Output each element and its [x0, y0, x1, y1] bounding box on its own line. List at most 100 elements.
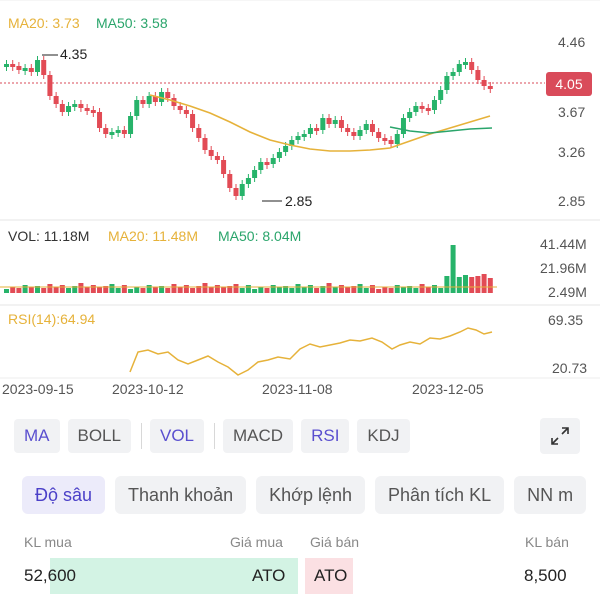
candle: [382, 138, 388, 141]
candle: [165, 92, 171, 98]
volume-bar: [90, 285, 96, 293]
volume-bar: [245, 285, 251, 293]
volume-bar: [202, 283, 208, 293]
rsi-label: RSI(14):64.94: [8, 311, 95, 327]
volume-bar: [10, 287, 16, 293]
volume-bar: [252, 289, 258, 293]
candle: [444, 76, 450, 90]
volume-bar: [146, 285, 152, 293]
candle: [53, 96, 59, 104]
candle: [177, 106, 183, 110]
candle: [357, 130, 363, 136]
indicator-macd-button[interactable]: MACD: [223, 419, 294, 453]
indicator-vol-button[interactable]: VOL: [149, 419, 205, 453]
tab-do-sau[interactable]: Độ sâu: [22, 476, 106, 514]
candle: [351, 132, 357, 136]
candle: [264, 162, 270, 165]
volume-bar: [444, 276, 450, 293]
candle: [481, 80, 487, 86]
candle: [369, 124, 375, 132]
volume-bar: [239, 288, 245, 293]
volume-bar: [369, 285, 375, 293]
volume-bar: [276, 287, 282, 293]
candle: [208, 150, 214, 156]
candle: [332, 120, 338, 124]
candle: [134, 100, 140, 116]
tab-nn[interactable]: NN m: [514, 476, 587, 514]
candle: [97, 112, 103, 128]
candle: [146, 96, 152, 104]
current-price-value: 4.05: [555, 76, 582, 92]
volume-bar: [270, 285, 276, 293]
volume-bar: [16, 288, 22, 293]
volume-bar: [419, 284, 425, 293]
candle: [270, 158, 276, 164]
rsi-axis-tick: 69.35: [548, 312, 583, 328]
candle: [376, 132, 382, 138]
candle: [419, 106, 425, 109]
chart-svg: 4.35 2.85 MA20: 3.73 MA50: 3.58 4.46 3.6…: [0, 0, 600, 397]
volume-bar: [66, 288, 72, 293]
candle: [78, 104, 84, 108]
tab-thanh-khoan[interactable]: Thanh khoản: [115, 476, 247, 514]
current-price-badge: [546, 72, 592, 96]
volume-bar: [481, 274, 487, 293]
rsi-axis-tick: 20.73: [552, 360, 587, 376]
volume-bar: [469, 277, 475, 293]
rsi-line: [129, 327, 493, 376]
candle: [28, 68, 34, 72]
indicator-boll-button[interactable]: BOLL: [67, 419, 131, 453]
volume-bar: [456, 277, 462, 293]
vol-axis-tick: 2.49M: [548, 284, 587, 300]
volume-bar: [431, 285, 437, 293]
candle: [413, 106, 419, 112]
volume-bar: [388, 288, 394, 293]
volume-bar: [208, 287, 214, 293]
kl-mua-value: 52,600: [24, 566, 76, 585]
candle: [394, 134, 400, 144]
volume-bar: [345, 287, 351, 293]
volume-bar: [115, 288, 121, 293]
indicator-kdj-button[interactable]: KDJ: [357, 419, 410, 453]
candle: [320, 118, 326, 130]
candles: [4, 56, 493, 200]
candle: [258, 162, 264, 170]
candle: [196, 128, 202, 138]
high-price-label: 4.35: [60, 46, 87, 62]
price-chart[interactable]: 4.35 2.85 MA20: 3.73 MA50: 3.58 4.46 3.6…: [0, 0, 600, 410]
candle: [10, 64, 16, 67]
buy-volume-bar: [50, 558, 298, 594]
candle: [66, 106, 72, 112]
fullscreen-button[interactable]: [540, 418, 580, 454]
detail-tabs: Độ sâu Thanh khoản Khớp lệnh Phân tích K…: [22, 476, 596, 516]
tab-khop-lenh[interactable]: Khớp lệnh: [256, 476, 366, 514]
volume-bar: [394, 285, 400, 293]
date-label: 2023-10-12: [112, 381, 184, 397]
candle: [301, 134, 307, 137]
volume-bar: [289, 288, 295, 293]
volume-bar: [425, 287, 431, 293]
price-axis-tick: 2.85: [558, 193, 585, 209]
candle: [438, 90, 444, 100]
kl-ban-value: 8,500: [524, 566, 567, 585]
volume-bar: [438, 288, 444, 293]
gia-mua-value[interactable]: ATO: [252, 566, 286, 585]
indicator-ma-button[interactable]: MA: [14, 419, 60, 453]
vol-axis-tick: 41.44M: [540, 236, 587, 252]
volume-bar: [320, 286, 326, 293]
volume-bar: [283, 286, 289, 293]
volume-bar: [376, 289, 382, 293]
candle: [72, 104, 78, 107]
gia-ban-header: Giá bán: [310, 534, 360, 550]
candle: [35, 60, 41, 72]
volume-bar: [227, 286, 233, 293]
ma50-label: MA50: 3.58: [96, 15, 168, 31]
candle: [41, 60, 47, 75]
gia-ban-value[interactable]: ATO: [314, 566, 348, 585]
tab-phan-tich-kl[interactable]: Phân tích KL: [375, 476, 505, 514]
divider: [214, 423, 216, 449]
indicator-rsi-button[interactable]: RSI: [301, 419, 350, 453]
candle: [22, 68, 28, 71]
candle: [90, 110, 96, 113]
volume-bar: [400, 287, 406, 293]
